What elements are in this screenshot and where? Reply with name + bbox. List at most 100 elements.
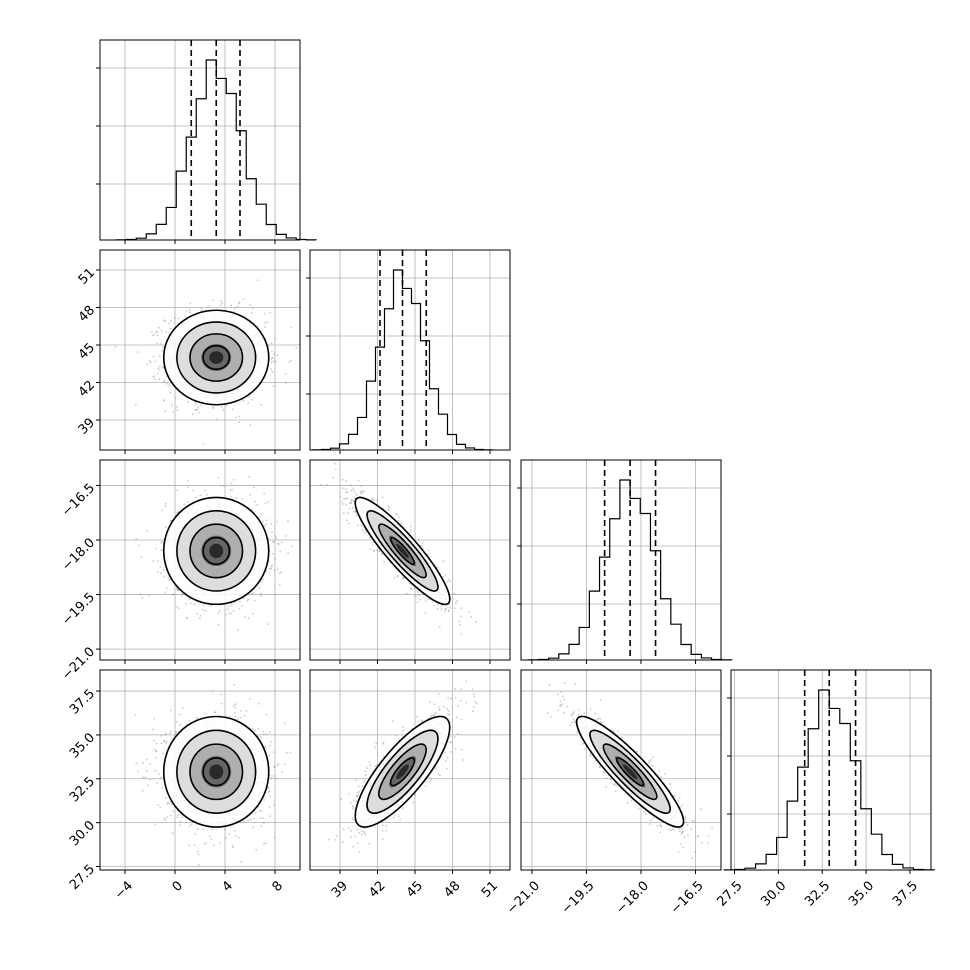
sample-point [398, 516, 400, 519]
sample-point [231, 844, 234, 847]
sample-point [161, 349, 164, 352]
contour-3 [162, 496, 270, 606]
sample-point [154, 378, 156, 381]
sample-point [238, 415, 241, 418]
sample-point [246, 600, 249, 602]
sample-point [137, 351, 140, 353]
sample-point [171, 832, 174, 835]
sample-point [187, 480, 189, 482]
sample-point [189, 302, 192, 305]
sample-point [397, 574, 399, 577]
sample-point [247, 598, 250, 601]
sample-point [259, 592, 262, 595]
sample-point [160, 549, 163, 552]
sample-point [350, 501, 352, 504]
sample-point [243, 616, 246, 618]
sample-point [350, 484, 352, 487]
sample-point [274, 535, 277, 537]
sample-point [449, 607, 452, 609]
sample-point [261, 581, 263, 583]
sample-point [247, 402, 250, 405]
contour-3 [162, 309, 270, 406]
sample-point [156, 334, 159, 337]
sample-point [162, 568, 165, 571]
sample-point [265, 842, 267, 844]
sample-point [342, 503, 344, 505]
sample-point [191, 413, 194, 415]
sample-point [249, 424, 252, 426]
sample-point [142, 762, 144, 764]
sample-point [263, 842, 265, 845]
sample-point [219, 609, 221, 612]
density-level-4 [396, 543, 409, 559]
sample-point [148, 359, 151, 362]
sample-point [204, 489, 207, 492]
sample-point [237, 302, 240, 305]
sample-point [295, 346, 298, 349]
sample-point [238, 301, 241, 304]
sample-point [185, 310, 188, 312]
sample-point [453, 592, 455, 595]
sample-point [152, 560, 155, 562]
sample-point [372, 498, 375, 501]
sample-point [159, 566, 162, 569]
sample-point [263, 492, 266, 495]
sample-point [345, 479, 347, 482]
sample-point [396, 513, 398, 516]
sample-point [140, 556, 143, 558]
sample-point [160, 541, 163, 544]
sample-point [260, 594, 263, 597]
sample-point [339, 495, 342, 498]
sample-point [447, 610, 450, 613]
sample-point [189, 311, 192, 314]
sample-point [276, 568, 279, 571]
sample-point [278, 583, 281, 586]
sample-point [251, 508, 253, 511]
sample-point [187, 400, 190, 403]
sample-point [290, 359, 293, 362]
sample-point [355, 494, 358, 496]
sample-point [242, 298, 245, 301]
histogram-panel-0 [96, 39, 317, 244]
sample-point [421, 542, 424, 544]
sample-point [224, 613, 227, 616]
sample-point [406, 592, 408, 595]
sample-point [164, 733, 167, 736]
sample-point [146, 529, 149, 532]
sample-point [470, 615, 472, 618]
sample-point [268, 567, 271, 570]
sample-point [243, 820, 245, 823]
sample-point [268, 754, 271, 757]
sample-point [341, 501, 343, 503]
sample-point [242, 597, 245, 600]
panel-frame [730, 669, 932, 871]
sample-point [342, 512, 345, 514]
sample-point [218, 842, 221, 845]
sample-point [188, 309, 191, 311]
sample-point [270, 565, 273, 568]
sample-point [164, 819, 167, 822]
sample-point [421, 544, 424, 547]
sample-point [341, 478, 344, 481]
sample-point [176, 489, 179, 491]
sample-point [148, 594, 151, 596]
histogram-step-1 [311, 269, 494, 451]
sample-point [364, 529, 366, 532]
sample-point [446, 581, 449, 583]
sample-point [188, 824, 191, 827]
sample-point [273, 766, 276, 768]
density-panel-3-0 [96, 669, 301, 874]
sample-point [161, 541, 163, 543]
sample-point [166, 802, 169, 805]
sample-point [152, 355, 155, 358]
sample-point [349, 507, 352, 510]
sample-point [200, 307, 203, 310]
sample-point [194, 833, 197, 836]
panel-frame [309, 459, 511, 661]
sample-point [194, 409, 197, 411]
sample-point [258, 735, 260, 738]
sample-point [170, 519, 172, 522]
sample-point [177, 589, 180, 592]
sample-point [274, 338, 276, 340]
sample-point [460, 632, 462, 635]
